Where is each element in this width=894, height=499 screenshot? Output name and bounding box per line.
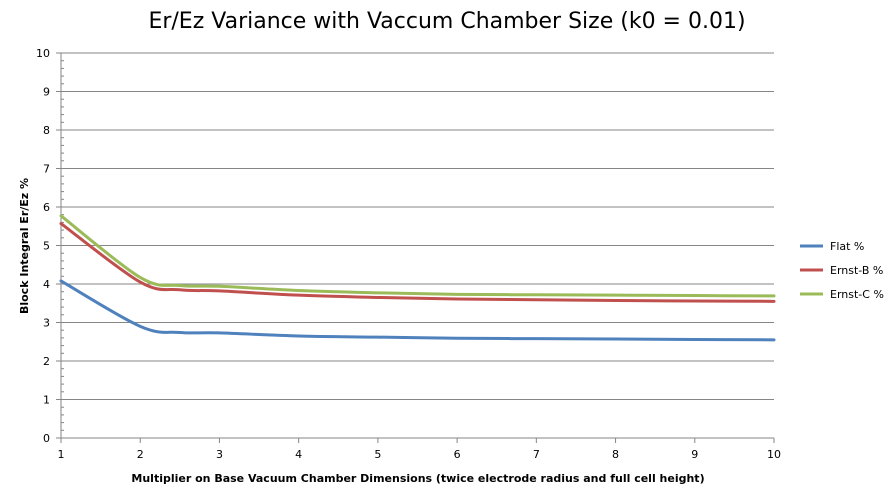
series-line-ernst-c — [59, 214, 776, 298]
chart-title: Er/Ez Variance with Vaccum Chamber Size … — [148, 9, 746, 34]
legend: Flat % Ernst-B % Ernst-C % — [800, 240, 884, 301]
x-tick-label: 5 — [374, 448, 381, 461]
x-axis-title: Multiplier on Base Vacuum Chamber Dimens… — [131, 472, 704, 485]
series-lines — [59, 214, 776, 342]
x-tick-label: 7 — [533, 448, 540, 461]
y-tick-label: 6 — [43, 201, 50, 214]
y-tick-label: 3 — [43, 317, 50, 330]
x-tick-label: 8 — [612, 448, 619, 461]
axes — [56, 52, 775, 443]
legend-label-flat: Flat % — [830, 240, 864, 253]
y-tick-labels: 0 1 2 3 4 5 6 7 8 9 10 — [36, 47, 50, 445]
x-tick-label: 4 — [295, 448, 302, 461]
series-line-flat — [59, 279, 776, 342]
x-tick-label: 6 — [454, 448, 461, 461]
gridlines — [61, 52, 774, 400]
x-tick-label: 2 — [137, 448, 144, 461]
y-axis-title: Block Integral Er/Ez % — [18, 178, 31, 314]
y-tick-label: 0 — [43, 432, 50, 445]
y-tick-label: 1 — [43, 394, 50, 407]
y-tick-label: 8 — [43, 124, 50, 137]
y-tick-label: 4 — [43, 278, 50, 291]
legend-label-ernst-b: Ernst-B % — [830, 264, 883, 277]
y-tick-label: 9 — [43, 86, 50, 99]
x-tick-labels: 1 2 3 4 5 6 7 8 9 10 — [58, 448, 782, 461]
y-tick-label: 2 — [43, 355, 50, 368]
y-tick-label: 5 — [43, 240, 50, 253]
y-tick-label: 10 — [36, 47, 50, 60]
series-line-ernst-b — [59, 222, 776, 303]
legend-label-ernst-c: Ernst-C % — [830, 288, 884, 301]
x-tick-label: 3 — [216, 448, 223, 461]
y-tick-label: 7 — [43, 163, 50, 176]
x-tick-label: 9 — [691, 448, 698, 461]
x-tick-label: 1 — [58, 448, 65, 461]
x-tick-label: 10 — [767, 448, 781, 461]
